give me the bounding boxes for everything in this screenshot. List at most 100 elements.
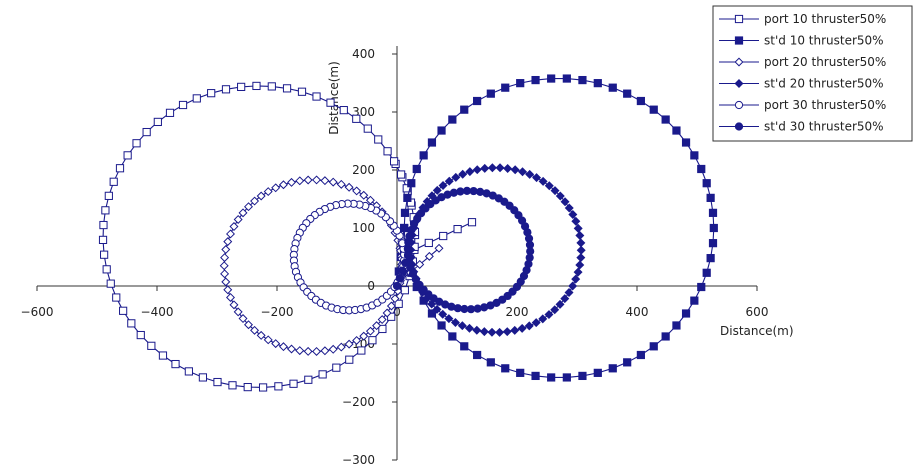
data-point [184, 367, 193, 376]
data-point [147, 341, 156, 350]
y-tick-label: −300 [342, 453, 375, 467]
data-point [115, 164, 125, 173]
legend: port 10 thruster50% st'd 10 thruster50% po… [712, 5, 913, 142]
data-point [237, 82, 246, 91]
data-point [345, 355, 354, 364]
data-point [198, 373, 208, 382]
data-point [702, 268, 711, 277]
data-point [516, 368, 525, 377]
data-point [221, 85, 231, 94]
data-point [706, 254, 715, 263]
data-point [320, 346, 330, 356]
data-point [453, 225, 462, 234]
data-point [575, 260, 585, 270]
data-point [708, 208, 718, 217]
data-point [573, 223, 583, 233]
data-point [690, 296, 699, 305]
y-tick-label: 200 [352, 163, 375, 177]
data-point [326, 98, 335, 107]
data-point [690, 151, 699, 160]
data-point [437, 321, 446, 330]
data-point [448, 115, 457, 124]
y-axis-title: Distance(m) [327, 61, 341, 135]
data-point [403, 251, 413, 260]
data-point [415, 259, 425, 269]
data-point [672, 321, 681, 330]
data-point [359, 190, 369, 200]
data-point [207, 89, 216, 98]
x-tick-label: −400 [141, 305, 174, 319]
x-ticks: −600 −400 −200 0 200 400 600 [21, 286, 768, 319]
data-point [263, 335, 273, 345]
data-point [98, 235, 108, 244]
data-point [532, 173, 542, 183]
data-point [568, 281, 578, 291]
series-2 [392, 74, 718, 382]
data-point [378, 324, 387, 334]
data-point [123, 151, 132, 160]
data-point [363, 124, 372, 133]
data-point [395, 274, 404, 283]
data-point [250, 325, 260, 335]
data-point [467, 218, 477, 227]
data-point [289, 379, 298, 388]
data-point [392, 281, 402, 291]
data-point [178, 100, 188, 110]
data-point [672, 126, 681, 135]
data-point [571, 216, 581, 226]
legend-label: st'd 10 thruster50% [764, 34, 884, 48]
data-point [525, 169, 535, 179]
data-point [578, 371, 587, 381]
data-point [171, 359, 180, 369]
data-point [153, 117, 162, 127]
data-point [403, 193, 412, 202]
data-point [282, 84, 292, 93]
series-4 [392, 163, 586, 337]
data-point [165, 108, 175, 117]
x-tick-label: −200 [261, 305, 294, 319]
data-point [339, 106, 348, 115]
data-point [593, 368, 602, 377]
legend-label: port 30 thruster50% [764, 98, 886, 112]
data-point [709, 223, 718, 233]
data-point [278, 180, 288, 190]
data-point [486, 89, 495, 98]
data-point [593, 79, 602, 88]
data-point [238, 208, 248, 218]
data-point [460, 105, 469, 114]
data-point [312, 92, 321, 101]
data-point [271, 183, 281, 193]
data-point [573, 267, 583, 277]
data-point [226, 229, 235, 239]
data-point [220, 253, 230, 263]
data-point [462, 186, 472, 196]
data-point [516, 79, 525, 88]
y-tick-label: −200 [342, 395, 375, 409]
data-point [233, 215, 243, 224]
data-point [538, 314, 548, 324]
data-point [226, 292, 235, 302]
data-point [469, 186, 478, 196]
data-point [424, 238, 433, 248]
data-point [480, 303, 489, 312]
data-point [244, 320, 253, 330]
data-point [357, 346, 366, 355]
data-point [697, 282, 706, 292]
data-point [437, 126, 446, 135]
data-point [623, 89, 632, 98]
data-point [448, 332, 457, 341]
data-point [460, 304, 469, 314]
data-point [320, 176, 330, 186]
data-point [560, 197, 570, 207]
data-point [473, 304, 482, 313]
data-point [427, 138, 437, 147]
series-layer [98, 74, 718, 392]
data-point [258, 383, 268, 392]
series-5 [289, 199, 414, 315]
data-point [352, 114, 361, 123]
x-tick-label: 400 [626, 305, 649, 319]
data-point [486, 358, 495, 367]
data-point [223, 285, 233, 295]
data-point [243, 383, 252, 392]
legend-box [712, 5, 913, 142]
